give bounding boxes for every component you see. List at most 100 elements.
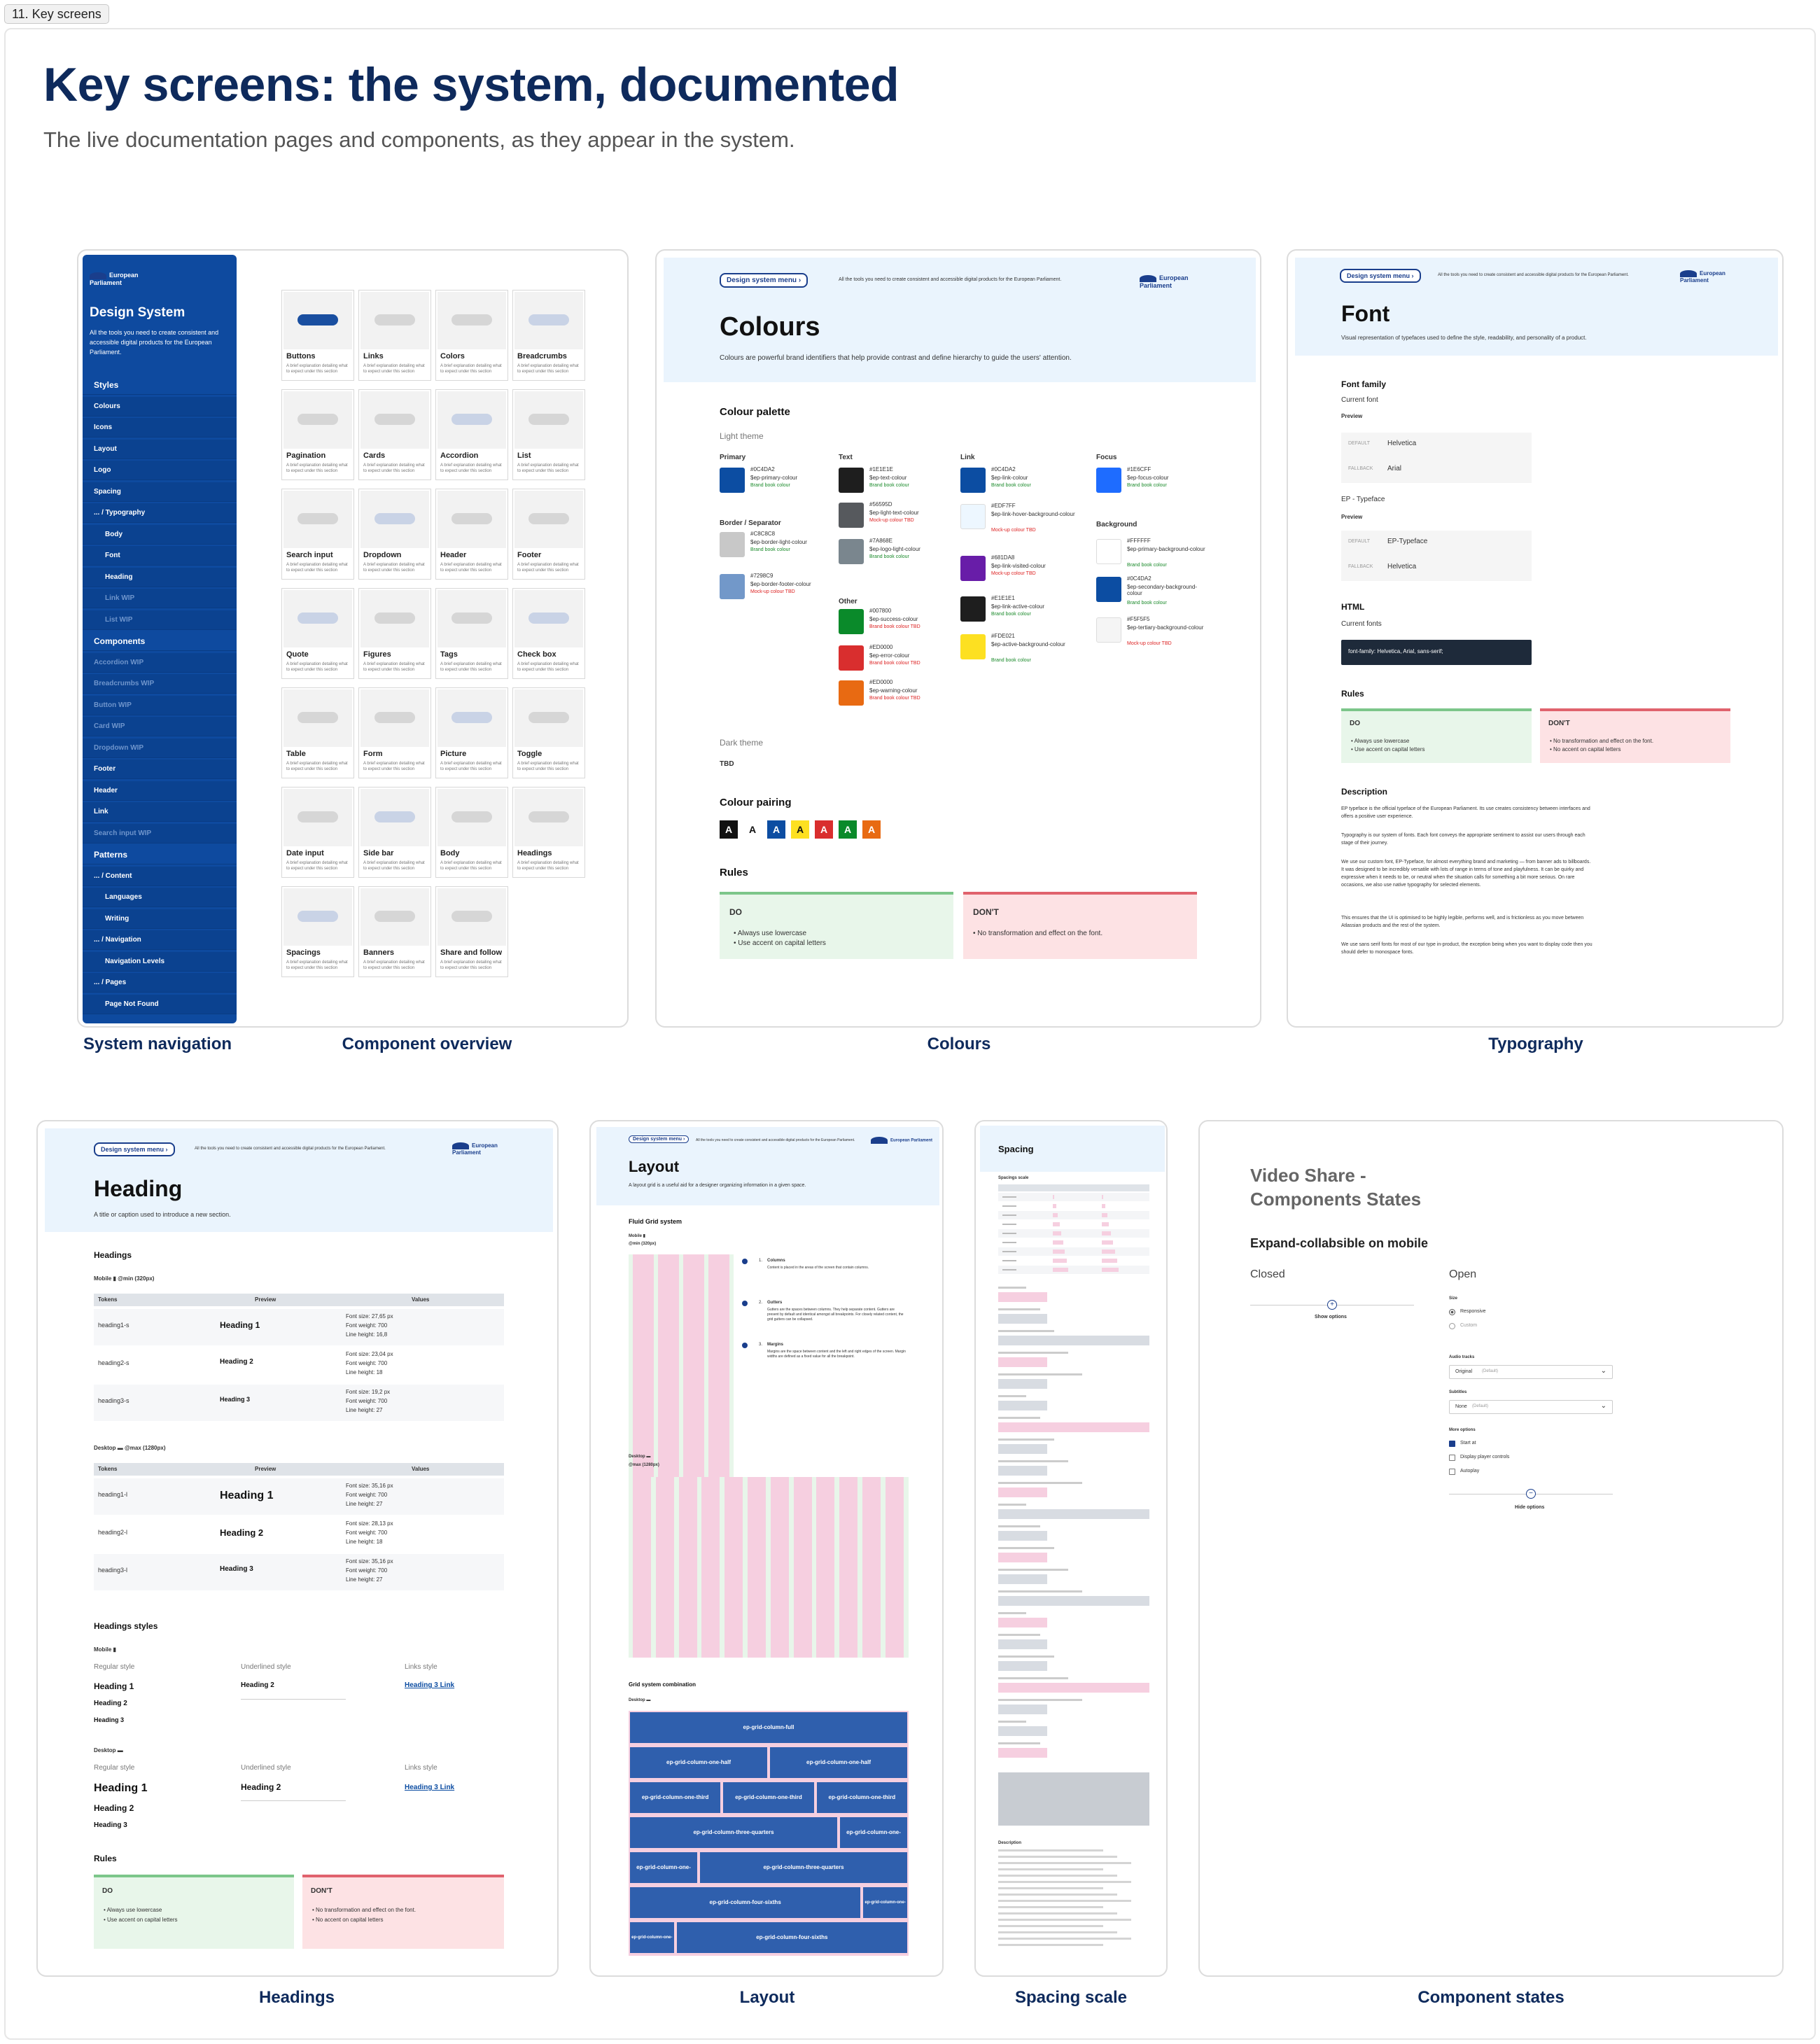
nav-item[interactable]: ... / Pages	[83, 973, 237, 993]
nav-item[interactable]: Header	[83, 780, 237, 801]
value-cell: Font size: 35,16 px	[346, 1483, 393, 1489]
more-options-label: More options	[1449, 1428, 1476, 1432]
nav-item[interactable]: Search input WIP	[83, 823, 237, 844]
nav-item[interactable]: Styles	[83, 375, 237, 395]
component-card[interactable]: Figures A brief explanation detailing wha…	[358, 588, 431, 679]
nav-item[interactable]: Footer	[83, 760, 237, 779]
colour-pairing-heading: Colour pairing	[720, 797, 792, 808]
nav-item[interactable]: Writing	[83, 909, 237, 929]
component-card[interactable]: Pagination A brief explanation detailing …	[281, 389, 354, 480]
token-cell: heading3-l	[98, 1567, 128, 1574]
component-card[interactable]: Side bar A brief explanation detailing wh…	[358, 787, 431, 878]
component-card[interactable]: Footer A brief explanation detailing what…	[512, 489, 585, 580]
nav-item[interactable]: Heading	[83, 567, 237, 587]
autoplay-checkbox[interactable]	[1449, 1469, 1455, 1475]
nav-item[interactable]: ... / Content	[83, 866, 237, 886]
component-card-label: Body	[440, 849, 460, 858]
table-row: heading3-s Heading 3 Font size: 19,2 px Fon…	[94, 1385, 504, 1421]
start-at-checkbox[interactable]	[1449, 1441, 1455, 1447]
component-card[interactable]: Cards A brief explanation detailing what …	[358, 389, 431, 480]
spacing-example-block	[998, 1466, 1047, 1476]
nav-item[interactable]: Languages	[83, 888, 237, 907]
component-card[interactable]: Check box A brief explanation detailing w…	[512, 588, 585, 679]
subtitles-select[interactable]: None (Default) ⌄	[1449, 1400, 1613, 1414]
component-card[interactable]: Share and follow A brief explanation deta…	[435, 886, 508, 977]
spacing-example-block	[998, 1444, 1047, 1454]
nav-item[interactable]: Breadcrumbs WIP	[83, 674, 237, 694]
nav-item[interactable]: Font	[83, 546, 237, 566]
audio-tracks-select[interactable]: Original (Default) ⌄	[1449, 1365, 1613, 1379]
nav-item[interactable]: Layout	[83, 439, 237, 459]
nav-item[interactable]: Card WIP	[83, 717, 237, 736]
nav-item[interactable]: ... / Navigation	[83, 930, 237, 950]
component-card[interactable]: Buttons A brief explanation detailing wha…	[281, 290, 354, 381]
component-card[interactable]: Links A brief explanation detailing what …	[358, 290, 431, 381]
nav-item[interactable]: Icons	[83, 418, 237, 438]
nav-item[interactable]: Dropdown WIP	[83, 738, 237, 758]
design-system-menu-button[interactable]: Design system menu ›	[720, 273, 808, 288]
caption-nav: System navigation	[83, 1035, 232, 1054]
nav-item[interactable]: List WIP	[83, 610, 237, 630]
nav-item[interactable]: Components	[83, 631, 237, 651]
show-options-button[interactable]: +	[1327, 1300, 1337, 1310]
link-h3[interactable]: Heading 3 Link	[405, 1681, 455, 1689]
design-system-menu-button[interactable]: Design system menu ›	[1340, 269, 1421, 283]
component-card[interactable]: Dropdown A brief explanation detailing wh…	[358, 489, 431, 580]
thumbnail-graphic	[374, 811, 415, 822]
component-card[interactable]: Header A brief explanation detailing what…	[435, 489, 508, 580]
thumbnail-graphic	[374, 414, 415, 425]
responsive-radio[interactable]	[1449, 1309, 1455, 1315]
swatch-hex: #007800	[869, 608, 892, 614]
component-card-desc: A brief explanation detailing what to ex…	[440, 662, 502, 672]
component-card-desc: A brief explanation detailing what to ex…	[363, 960, 425, 970]
component-card[interactable]: Breadcrumbs A brief explanation detailing…	[512, 290, 585, 381]
component-card[interactable]: Search input A brief explanation detailin…	[281, 489, 354, 580]
component-card[interactable]: Quote A brief explanation detailing what …	[281, 588, 354, 679]
component-card[interactable]: Spacings A brief explanation detailing wh…	[281, 886, 354, 977]
spacing-example-line	[998, 1590, 1082, 1592]
spacing-desc-line	[998, 1849, 1103, 1851]
nav-item[interactable]: Link	[83, 802, 237, 822]
component-card[interactable]: Tags A brief explanation detailing what t…	[435, 588, 508, 679]
link-h3[interactable]: Heading 3 Link	[405, 1784, 455, 1791]
swatch-hex: #F5F5F5	[1127, 616, 1150, 622]
grid-combination-bar: ep-grid-column-one-half	[770, 1747, 907, 1778]
custom-radio[interactable]	[1449, 1323, 1455, 1329]
component-card[interactable]: Body A brief explanation detailing what t…	[435, 787, 508, 878]
component-card-desc: A brief explanation detailing what to ex…	[517, 463, 579, 473]
spacing-example-line	[998, 1373, 1082, 1376]
nav-item[interactable]: Colours	[83, 396, 237, 416]
nav-item[interactable]: Page Not Found	[83, 994, 237, 1014]
nav-item[interactable]: Patterns	[83, 845, 237, 864]
design-system-menu-button[interactable]: Design system menu ›	[94, 1142, 175, 1156]
nav-item[interactable]: Button WIP	[83, 695, 237, 715]
component-card[interactable]: Toggle A brief explanation detailing what…	[512, 687, 585, 778]
component-card-desc: A brief explanation detailing what to ex…	[440, 762, 502, 771]
design-system-menu-button[interactable]: Design system menu ›	[629, 1135, 690, 1143]
nav-item[interactable]: Link WIP	[83, 589, 237, 608]
display-controls-checkbox[interactable]	[1449, 1455, 1455, 1461]
nav-item[interactable]: Logo	[83, 461, 237, 480]
component-card[interactable]: Colors A brief explanation detailing what…	[435, 290, 508, 381]
component-card[interactable]: Form A brief explanation detailing what t…	[358, 687, 431, 778]
component-thumbnail	[284, 690, 352, 747]
nav-item[interactable]: ... / Typography	[83, 503, 237, 523]
component-card[interactable]: Date input A brief explanation detailing …	[281, 787, 354, 878]
nav-item[interactable]: Spacing	[83, 482, 237, 502]
spacing-example-line	[998, 1438, 1054, 1441]
show-options-label[interactable]: Show options	[1315, 1315, 1347, 1320]
nav-item[interactable]: Body	[83, 524, 237, 545]
component-card[interactable]: Accordion A brief explanation detailing w…	[435, 389, 508, 480]
nav-item[interactable]: Accordion WIP	[83, 652, 237, 673]
component-card[interactable]: Banners A brief explanation detailing wha…	[358, 886, 431, 977]
spacing-bar	[1053, 1231, 1061, 1236]
component-card[interactable]: Table A brief explanation detailing what …	[281, 687, 354, 778]
hide-options-button[interactable]: −	[1526, 1489, 1536, 1499]
component-card[interactable]: Picture A brief explanation detailing wha…	[435, 687, 508, 778]
nav-item[interactable]: Navigation Levels	[83, 951, 237, 972]
hide-options-label[interactable]: Hide options	[1515, 1505, 1545, 1510]
value-cell: Line height: 18	[346, 1539, 383, 1545]
colour-swatch	[1096, 468, 1121, 493]
component-card[interactable]: List A brief explanation detailing what t…	[512, 389, 585, 480]
component-card[interactable]: Headings A brief explanation detailing wh…	[512, 787, 585, 878]
